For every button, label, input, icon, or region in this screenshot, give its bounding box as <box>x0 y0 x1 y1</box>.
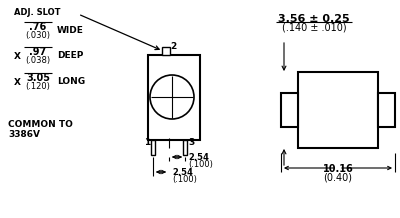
Text: 2.54: 2.54 <box>172 168 193 177</box>
Text: (0.40): (0.40) <box>324 172 352 182</box>
Bar <box>148 55 200 140</box>
Text: (.120): (.120) <box>26 82 50 91</box>
Text: 3: 3 <box>188 138 194 147</box>
Text: 2: 2 <box>170 42 176 51</box>
Text: X: X <box>14 52 21 61</box>
Text: 1: 1 <box>144 138 150 147</box>
Circle shape <box>150 75 194 119</box>
Text: 3.05: 3.05 <box>26 73 50 83</box>
Bar <box>162 47 170 55</box>
Text: 2.54: 2.54 <box>188 153 209 162</box>
Text: .76: .76 <box>29 22 47 32</box>
Text: WIDE: WIDE <box>57 26 84 35</box>
Text: X: X <box>14 78 21 87</box>
Text: (.140 ± .010): (.140 ± .010) <box>282 23 346 33</box>
Text: 10.16: 10.16 <box>323 164 353 174</box>
Text: 3.56 ± 0.25: 3.56 ± 0.25 <box>278 14 350 24</box>
Text: LONG: LONG <box>57 77 85 86</box>
Bar <box>298 72 378 148</box>
Bar <box>378 93 395 127</box>
Text: ADJ. SLOT: ADJ. SLOT <box>14 8 60 17</box>
Bar <box>281 93 298 127</box>
Text: (.038): (.038) <box>26 56 50 65</box>
Bar <box>183 140 187 155</box>
Text: (.030): (.030) <box>26 31 50 40</box>
Text: .97: .97 <box>29 47 47 57</box>
Text: (.100): (.100) <box>172 175 197 184</box>
Text: DEEP: DEEP <box>57 51 83 60</box>
Text: (.100): (.100) <box>188 160 213 169</box>
Text: COMMON TO
3386V: COMMON TO 3386V <box>8 120 73 139</box>
Bar <box>151 140 155 155</box>
